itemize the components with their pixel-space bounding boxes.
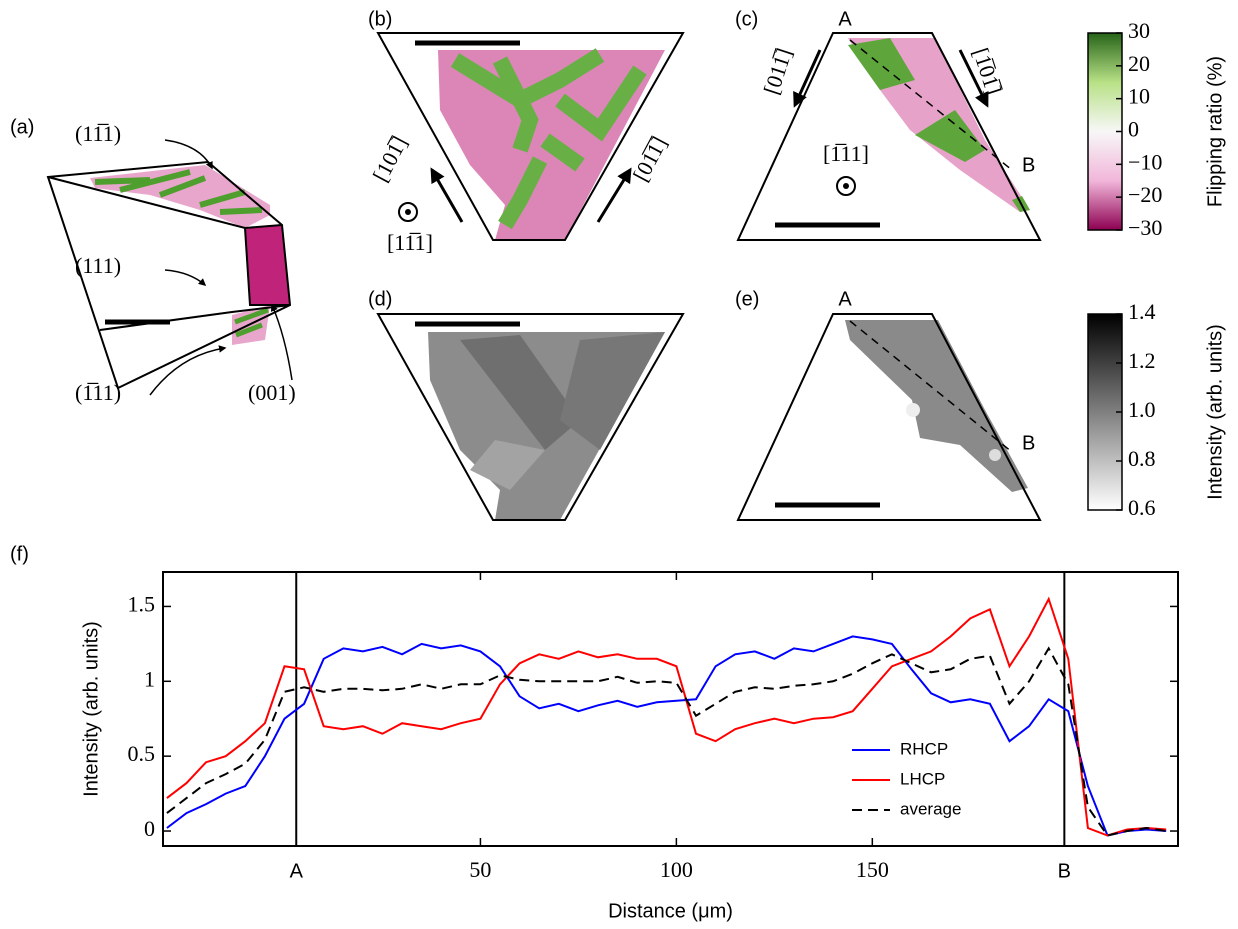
image-feature (989, 449, 1001, 461)
y-tick-label: 1.5 (128, 591, 156, 616)
point-label: A (838, 288, 852, 310)
point-label: A (838, 8, 852, 30)
x-tick-label: A (290, 860, 304, 882)
x-tick-label: B (1058, 860, 1071, 882)
arrow (795, 50, 820, 105)
panel-label: (f) (10, 543, 29, 565)
colorbar-label: Intensity (arb. units) (1204, 324, 1226, 500)
colorbar-tick-label: 1.0 (1128, 397, 1156, 422)
legend-label: average (900, 799, 961, 818)
colorbar-tick-label: 0.8 (1128, 446, 1156, 471)
series-line (167, 599, 1166, 836)
image-feature (906, 403, 920, 417)
facet-label: (1̅11) (75, 380, 121, 405)
colorbar-tick-label: −30 (1128, 215, 1162, 240)
colorbar-tick-label: 1.2 (1128, 348, 1156, 373)
panel-e: (e) A B (735, 288, 1040, 520)
out-of-plane-symbol (843, 183, 849, 189)
x-axis-label: Distance (μm) (608, 900, 733, 922)
series-line (167, 636, 1166, 835)
facet-label: (111) (75, 253, 121, 278)
x-tick-label: 100 (660, 857, 693, 882)
direction-label: [011̅] (759, 45, 797, 97)
panel-a: (a) (11̅1) (111) (1̅11) (001) (10, 116, 296, 405)
direction-label: [1̅01̅] (968, 45, 1007, 98)
panel-b: (b) [101̅] [01̅1̅] [11̅1] (368, 8, 683, 255)
arrow (598, 170, 630, 222)
point-label: B (1022, 154, 1035, 176)
out-of-plane-symbol (405, 209, 411, 215)
figure: (a) (11̅1) (111) (1̅11) (001) (b) [101̅]… (0, 0, 1238, 929)
colorbar-tick-label: 0.6 (1128, 495, 1156, 520)
colorbar-tick-label: 30 (1128, 18, 1150, 43)
facet-label: (11̅1) (75, 121, 121, 146)
legend-label: RHCP (900, 739, 948, 758)
colorbar-tick-label: −10 (1128, 149, 1162, 174)
image (845, 320, 1028, 492)
colorbar-tick-label: −20 (1128, 182, 1162, 207)
panel-label: (b) (368, 8, 392, 30)
direction-label: [01̅1̅] (628, 132, 672, 185)
panel-label: (d) (368, 288, 392, 310)
legend-label: LHCP (900, 769, 945, 788)
colorbar-tick-label: 1.4 (1128, 299, 1156, 324)
panel-c: (c) A B [011̅] [1̅01̅] [1̅11] (735, 8, 1040, 240)
panel-label: (a) (10, 116, 34, 138)
facet-label: (001) (248, 380, 296, 405)
panel-label: (c) (735, 8, 758, 30)
x-tick-label: 50 (469, 857, 491, 882)
colorbar-tick-label: 10 (1128, 84, 1150, 109)
arrow (272, 305, 292, 380)
direction-label: [101̅] (368, 132, 412, 186)
y-axis-label: Intensity (arb. units) (80, 621, 102, 797)
colorbar-tick-label: 20 (1128, 51, 1150, 76)
y-tick-label: 0.5 (128, 741, 156, 766)
y-tick-label: 1 (144, 666, 155, 691)
panel-d: (d) (368, 288, 683, 520)
point-label: B (1022, 432, 1035, 454)
x-tick-label: 150 (856, 857, 889, 882)
direction-label: [1̅11] (823, 141, 869, 166)
direction-label: [11̅1] (387, 230, 433, 255)
colorbar-tick-label: 0 (1128, 117, 1139, 142)
y-tick-label: 0 (144, 816, 155, 841)
plot-frame (163, 572, 1178, 846)
panel-label: (e) (735, 288, 759, 310)
arrow (165, 270, 205, 285)
colorbar-label: Flipping ratio (%) (1204, 56, 1226, 207)
